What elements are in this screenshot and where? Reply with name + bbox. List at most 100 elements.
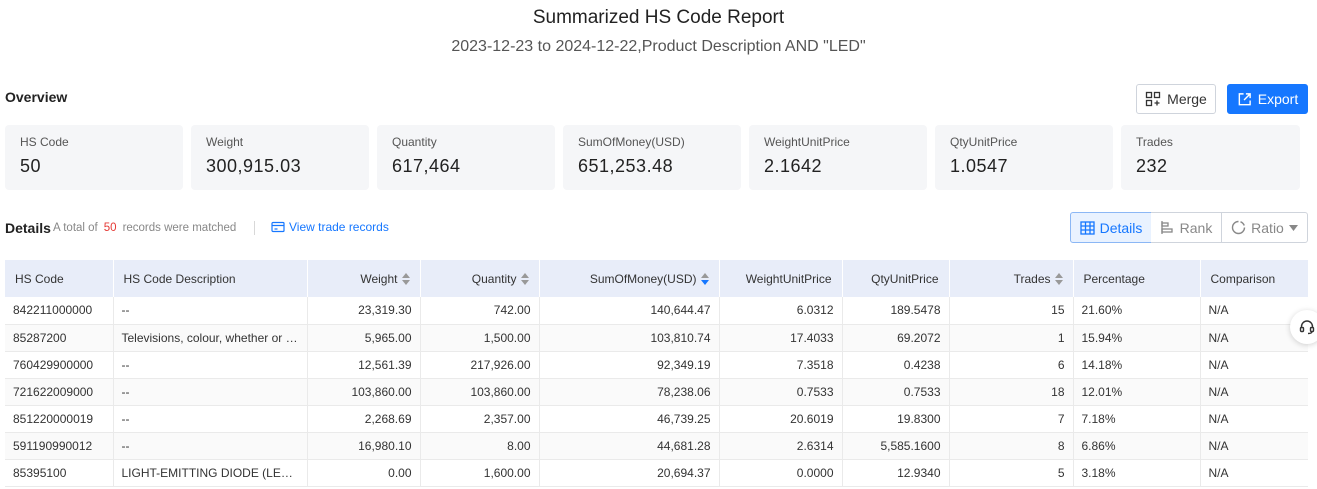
support-button[interactable] <box>1290 310 1317 344</box>
cell-trades: 8 <box>949 432 1074 460</box>
cell-qty-unit-price: 189.5478 <box>842 297 950 325</box>
cell-weight-unit-price: 0.7533 <box>719 378 843 406</box>
stat-card-quantity: Quantity 617,464 <box>377 125 555 190</box>
cell-quantity: 2,357.00 <box>420 405 540 433</box>
cell-comparison: N/A <box>1200 459 1308 487</box>
view-trade-records-label: View trade records <box>289 220 389 234</box>
sort-icon[interactable] <box>520 273 529 286</box>
stat-value: 651,253.48 <box>578 156 674 176</box>
cell-trades: 15 <box>949 297 1074 325</box>
cell-hs-code: 842211000000 <box>5 297 114 325</box>
sort-icon[interactable] <box>700 273 709 286</box>
cell-percentage: 21.60% <box>1073 297 1201 325</box>
cell-description: -- <box>113 378 308 406</box>
rank-view-button[interactable]: Rank <box>1151 212 1222 243</box>
stat-card-hs-code: HS Code 50 <box>5 125 183 190</box>
cell-trades: 18 <box>949 378 1074 406</box>
details-label: Details <box>5 220 51 236</box>
cell-description: -- <box>113 297 308 325</box>
table-row[interactable]: 842211000000 -- 23,319.30 742.00 140,644… <box>5 297 1308 325</box>
stat-label: SumOfMoney(USD) <box>578 135 685 149</box>
export-button[interactable]: Export <box>1227 84 1308 114</box>
cell-hs-code: 760429900000 <box>5 351 114 379</box>
records-summary: A total of 50 records were matched <box>53 222 236 234</box>
cell-description: LIGHT-EMITTING DIODE (LED) LI... <box>113 459 308 487</box>
column-header-hs-code[interactable]: HS Code <box>5 260 114 297</box>
table-row[interactable]: 591190990012 -- 16,980.10 8.00 44,681.28… <box>5 432 1308 460</box>
cell-percentage: 3.18% <box>1073 459 1201 487</box>
stat-label: HS Code <box>20 135 69 149</box>
cell-sum-of-money: 78,238.06 <box>539 378 720 406</box>
merge-label: Merge <box>1167 91 1207 107</box>
cell-percentage: 7.18% <box>1073 405 1201 433</box>
cell-qty-unit-price: 0.7533 <box>842 378 950 406</box>
details-view-label: Details <box>1099 219 1143 236</box>
table-row[interactable]: 760429900000 -- 12,561.39 217,926.00 92,… <box>5 351 1308 379</box>
column-header-description[interactable]: HS Code Description <box>113 260 308 297</box>
sort-icon[interactable] <box>401 273 410 286</box>
cell-hs-code: 85395100 <box>5 459 114 487</box>
stat-value: 1.0547 <box>950 156 1009 176</box>
cell-quantity: 217,926.00 <box>420 351 540 379</box>
cell-percentage: 15.94% <box>1073 324 1201 352</box>
stat-value: 232 <box>1136 156 1168 176</box>
hs-code-table: HS Code HS Code Description Weight Quant… <box>5 260 1308 487</box>
column-header-percentage[interactable]: Percentage <box>1073 260 1201 297</box>
cell-sum-of-money: 20,694.37 <box>539 459 720 487</box>
cell-trades: 7 <box>949 405 1074 433</box>
headset-icon <box>1299 320 1315 335</box>
records-count: 50 <box>103 222 117 234</box>
table-row[interactable]: 851220000019 -- 2,268.69 2,357.00 46,739… <box>5 405 1308 433</box>
cell-comparison: N/A <box>1200 351 1308 379</box>
stat-card-sum-of-money: SumOfMoney(USD) 651,253.48 <box>563 125 741 190</box>
summary-prefix: A total of <box>53 222 98 234</box>
cell-weight-unit-price: 0.0000 <box>719 459 843 487</box>
cell-weight: 16,980.10 <box>307 432 421 460</box>
summary-suffix: records were matched <box>122 222 237 234</box>
cell-weight: 5,965.00 <box>307 324 421 352</box>
cell-weight: 2,268.69 <box>307 405 421 433</box>
table-row[interactable]: 85287200 Televisions, colour, whether or… <box>5 324 1308 352</box>
stat-label: Trades <box>1136 135 1173 149</box>
column-header-quantity[interactable]: Quantity <box>420 260 540 297</box>
view-trade-records-link[interactable]: View trade records <box>271 220 389 234</box>
sort-icon[interactable] <box>1054 273 1063 286</box>
cell-description: -- <box>113 351 308 379</box>
column-header-qty-unit-price[interactable]: QtyUnitPrice <box>842 260 950 297</box>
cell-weight-unit-price: 7.3518 <box>719 351 843 379</box>
cell-sum-of-money: 103,810.74 <box>539 324 720 352</box>
cell-comparison: N/A <box>1200 297 1308 325</box>
divider <box>254 221 255 235</box>
cell-percentage: 12.01% <box>1073 378 1201 406</box>
column-header-weight[interactable]: Weight <box>307 260 421 297</box>
cell-qty-unit-price: 69.2072 <box>842 324 950 352</box>
details-view-button[interactable]: Details <box>1070 212 1152 243</box>
cell-comparison: N/A <box>1200 405 1308 433</box>
bar-rank-icon <box>1161 221 1173 234</box>
cell-hs-code: 721622009000 <box>5 378 114 406</box>
cell-qty-unit-price: 5,585.1600 <box>842 432 950 460</box>
cell-quantity: 8.00 <box>420 432 540 460</box>
cell-quantity: 1,500.00 <box>420 324 540 352</box>
export-icon <box>1238 92 1251 105</box>
cell-description: Televisions, colour, whether or not... <box>113 324 308 352</box>
stat-value: 50 <box>20 156 42 176</box>
grid-icon <box>1079 220 1095 235</box>
column-header-weight-unit-price[interactable]: WeightUnitPrice <box>719 260 843 297</box>
merge-button[interactable]: Merge <box>1136 84 1216 114</box>
cell-description: -- <box>113 432 308 460</box>
stat-label: Weight <box>206 135 244 149</box>
column-header-comparison[interactable]: Comparison <box>1200 260 1308 297</box>
card-icon <box>271 221 285 233</box>
cell-hs-code: 85287200 <box>5 324 114 352</box>
column-header-sum-of-money[interactable]: SumOfMoney(USD) <box>539 260 720 297</box>
ratio-view-button[interactable]: Ratio <box>1221 212 1308 243</box>
table-row[interactable]: 85395100 LIGHT-EMITTING DIODE (LED) LI..… <box>5 459 1308 487</box>
table-row[interactable]: 721622009000 -- 103,860.00 103,860.00 78… <box>5 378 1308 406</box>
ratio-view-label: Ratio <box>1251 219 1284 236</box>
overview-label: Overview <box>5 89 68 105</box>
column-header-trades[interactable]: Trades <box>949 260 1074 297</box>
report-subtitle: 2023-12-23 to 2024-12-22,Product Descrip… <box>451 38 866 55</box>
table-header-row: HS Code HS Code Description Weight Quant… <box>5 260 1308 297</box>
merge-icon <box>1146 91 1161 107</box>
